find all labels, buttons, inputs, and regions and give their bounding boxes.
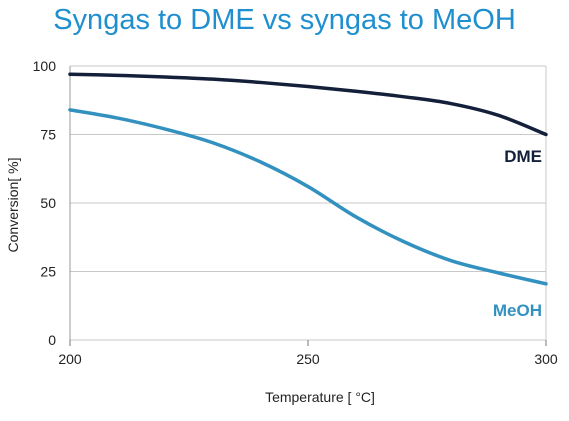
grid-lines [69, 65, 547, 346]
y-axis-label: Conversion[ %] [5, 158, 21, 253]
y-tick-labels: 0 25 50 75 100 [33, 58, 57, 348]
x-tick-300: 300 [534, 351, 558, 367]
series-line-meoh [68, 108, 548, 286]
y-tick-25: 25 [40, 264, 56, 280]
series-lines [68, 72, 548, 286]
y-tick-50: 50 [40, 195, 56, 211]
y-tick-75: 75 [40, 127, 56, 143]
x-axis-label: Temperature [ °C] [265, 389, 375, 405]
x-tick-200: 200 [58, 351, 82, 367]
x-tick-labels: 200 250 300 [58, 351, 558, 367]
series-line-dme [68, 72, 548, 137]
series-label-dme: DME [504, 147, 542, 166]
series-label-meoh: MeOH [493, 301, 542, 320]
chart-title: Syngas to DME vs syngas to MeOH [53, 4, 516, 36]
y-tick-0: 0 [48, 332, 56, 348]
y-tick-100: 100 [33, 58, 57, 74]
x-tick-250: 250 [296, 351, 320, 367]
